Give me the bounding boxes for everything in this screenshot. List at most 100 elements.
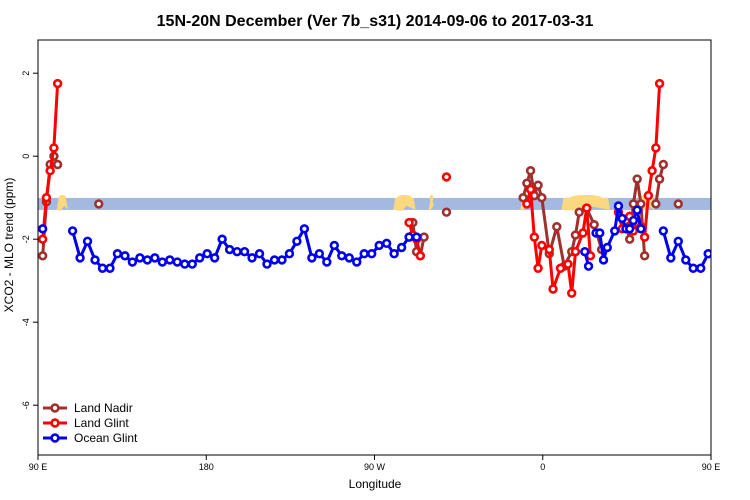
- data-point: [537, 193, 547, 203]
- legend-label: Land Glint: [74, 416, 129, 430]
- data-point: [254, 249, 265, 259]
- legend-swatch-marker: [50, 418, 60, 428]
- data-point: [90, 255, 100, 265]
- series-ocean-glint: [38, 201, 749, 273]
- data-point: [595, 228, 605, 238]
- data-point: [624, 234, 635, 244]
- data-point: [359, 249, 369, 259]
- data-point: [38, 224, 48, 234]
- data-point: [374, 240, 384, 251]
- data-point: [269, 255, 280, 265]
- data-point: [567, 288, 577, 298]
- data-point: [307, 253, 317, 263]
- data-point: [82, 236, 93, 246]
- data-point: [322, 257, 332, 267]
- data-point: [583, 261, 594, 271]
- data-point: [548, 284, 558, 294]
- data-point: [329, 240, 340, 251]
- data-point: [632, 205, 642, 215]
- land-blob-top: [396, 194, 412, 201]
- data-point: [654, 78, 665, 89]
- y-axis-label: XCO2 - MLO trend (ppm): [2, 178, 16, 313]
- data-point: [180, 259, 190, 269]
- x-tick-label: 90 W: [364, 462, 386, 472]
- data-point: [529, 232, 540, 242]
- data-point: [658, 226, 669, 236]
- data-point: [172, 257, 182, 267]
- chart-title: 15N-20N December (Ver 7b_s31) 2014-09-06…: [157, 13, 594, 30]
- data-point: [632, 174, 642, 184]
- data-point: [673, 199, 683, 209]
- data-point: [544, 244, 554, 255]
- data-point: [381, 238, 392, 249]
- data-point: [578, 228, 588, 238]
- data-point: [209, 253, 220, 263]
- x-axis: 90 E 180 90 W 0 90 E: [29, 455, 721, 472]
- y-tick-label: -2: [21, 235, 31, 243]
- data-point: [522, 199, 532, 209]
- data-point: [628, 215, 639, 226]
- data-point: [247, 253, 257, 263]
- data-point: [574, 207, 584, 217]
- data-point: [52, 159, 63, 170]
- data-point: [419, 232, 429, 242]
- data-point: [352, 257, 362, 267]
- data-point: [232, 246, 242, 257]
- data-point: [647, 166, 657, 176]
- data-point: [97, 263, 108, 273]
- data-point: [38, 251, 48, 261]
- y-tick-label: -4: [21, 318, 31, 326]
- land-blob: [730, 198, 750, 211]
- data-point: [710, 257, 711, 259]
- legend-label: Land Nadir: [74, 401, 133, 415]
- data-point: [94, 199, 104, 209]
- x-tick-label: 90 E: [702, 462, 721, 472]
- data-point: [666, 253, 676, 263]
- data-point: [735, 257, 742, 264]
- plot-area: [38, 78, 750, 298]
- data-point: [366, 249, 377, 259]
- data-point: [187, 259, 197, 269]
- land-blob-top: [429, 194, 434, 201]
- land-blob: [393, 197, 416, 211]
- data-point: [613, 201, 624, 211]
- data-point: [624, 224, 635, 234]
- data-point: [598, 255, 609, 265]
- data-point: [533, 180, 543, 190]
- data-point: [150, 253, 160, 263]
- data-point: [570, 230, 581, 240]
- legend-item: Ocean Glint: [43, 431, 138, 445]
- data-point: [239, 246, 250, 257]
- data-point: [299, 224, 310, 234]
- data-point: [720, 259, 727, 266]
- data-point: [617, 213, 627, 224]
- data-point: [67, 226, 78, 236]
- land-blob-top: [735, 195, 750, 201]
- data-point: [651, 143, 661, 153]
- data-point: [202, 249, 212, 259]
- data-point: [688, 263, 698, 273]
- data-point: [389, 249, 399, 259]
- x-tick-label: 90 E: [29, 462, 48, 472]
- x-tick-label: 180: [199, 462, 214, 472]
- data-point: [38, 234, 48, 244]
- data-point: [314, 249, 325, 259]
- land-blob: [428, 197, 435, 211]
- data-point: [580, 246, 590, 257]
- data-point: [563, 259, 573, 269]
- data-point: [602, 242, 612, 253]
- data-point: [651, 199, 661, 209]
- data-point: [533, 263, 543, 273]
- data-point: [639, 232, 650, 242]
- data-point: [639, 251, 650, 261]
- data-point: [525, 184, 536, 195]
- data-point: [742, 254, 749, 261]
- y-axis: 2 0 -2 -4 -6: [21, 71, 38, 409]
- data-point: [41, 193, 52, 203]
- data-point: [75, 253, 85, 263]
- legend-label: Ocean Glint: [74, 431, 138, 445]
- land-blob: [56, 197, 68, 211]
- legend-swatch-marker: [50, 433, 60, 443]
- ocean-band: [38, 197, 711, 210]
